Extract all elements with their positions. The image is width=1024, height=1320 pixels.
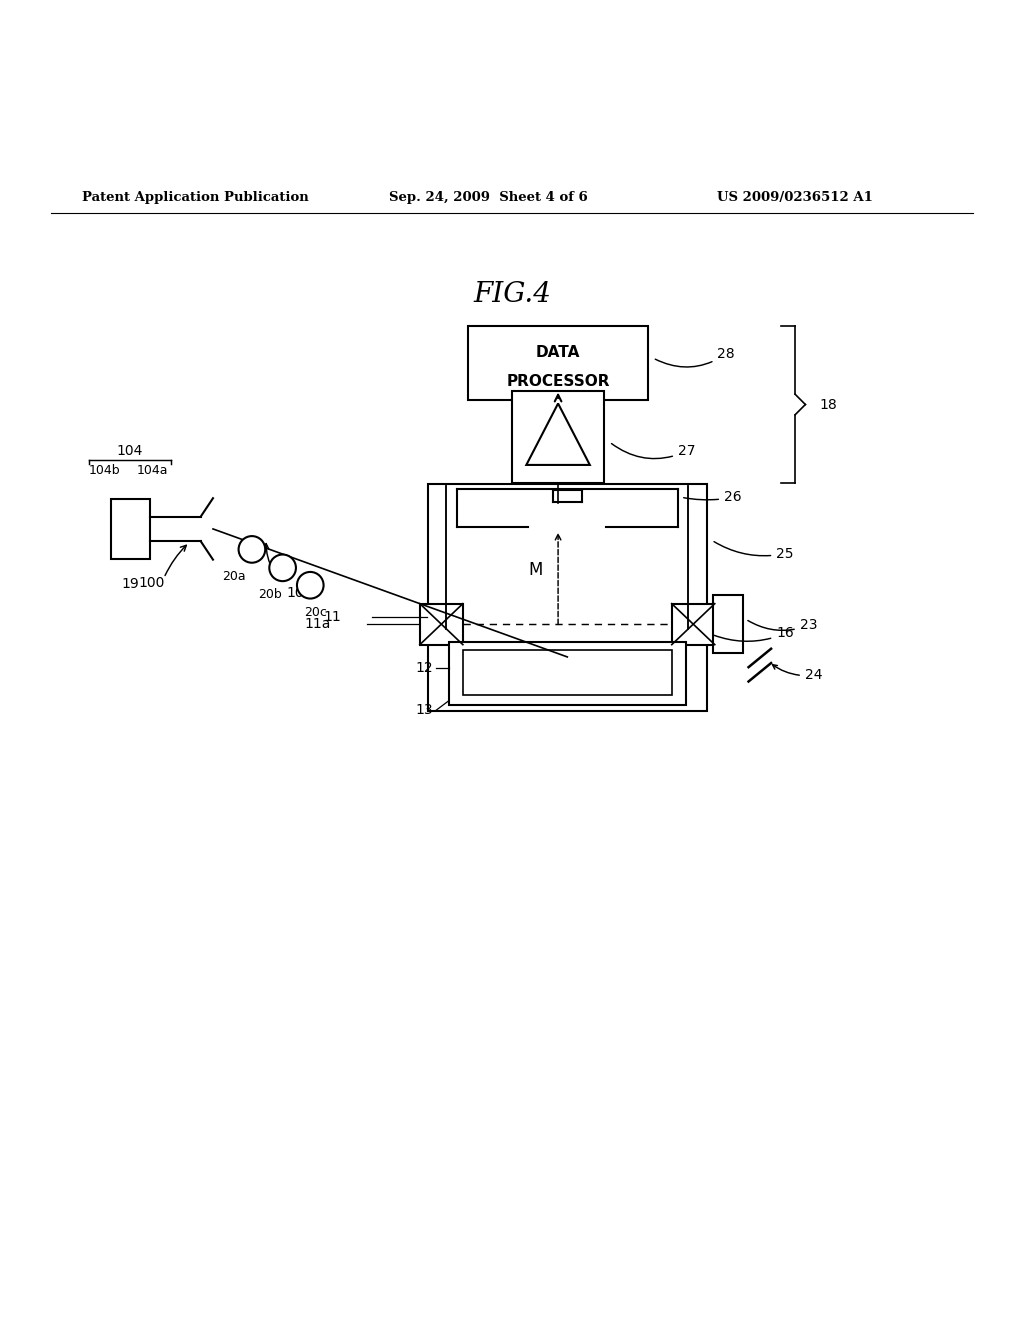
Text: US 2009/0236512 A1: US 2009/0236512 A1 (717, 191, 872, 205)
Text: FIG.4: FIG.4 (473, 281, 551, 308)
Text: 100: 100 (138, 577, 165, 590)
Text: 20b: 20b (258, 589, 283, 602)
Text: M: M (528, 561, 543, 579)
Text: 26: 26 (684, 490, 741, 504)
Text: Patent Application Publication: Patent Application Publication (82, 191, 308, 205)
Bar (713, 595, 743, 653)
Text: 102: 102 (287, 586, 313, 601)
Circle shape (297, 572, 324, 598)
Text: DATA: DATA (536, 346, 581, 360)
Circle shape (239, 536, 265, 562)
Bar (428, 484, 707, 711)
Text: Sep. 24, 2009  Sheet 4 of 6: Sep. 24, 2009 Sheet 4 of 6 (389, 191, 588, 205)
Bar (469, 326, 648, 400)
Text: 16: 16 (715, 627, 794, 642)
Text: 25: 25 (714, 541, 794, 561)
Text: 27: 27 (611, 444, 695, 458)
Bar (111, 499, 150, 558)
Bar (463, 649, 672, 694)
Bar (672, 603, 715, 644)
Text: 104: 104 (117, 445, 143, 458)
Bar (449, 642, 686, 705)
Text: 20a: 20a (221, 570, 246, 583)
Circle shape (269, 554, 296, 581)
Text: 28: 28 (655, 347, 735, 367)
Text: 24: 24 (772, 665, 822, 682)
Text: 11: 11 (324, 610, 341, 624)
Bar (420, 603, 463, 644)
Text: 104a: 104a (137, 463, 168, 477)
Text: 12: 12 (416, 661, 433, 676)
Text: 20c: 20c (304, 606, 327, 619)
Polygon shape (526, 404, 590, 465)
Text: 18: 18 (820, 397, 838, 412)
Bar (512, 391, 604, 483)
Text: PROCESSOR: PROCESSOR (506, 374, 610, 389)
Text: 13: 13 (416, 704, 433, 717)
Text: 23: 23 (748, 618, 817, 632)
Text: 11a: 11a (304, 618, 331, 631)
Text: 19: 19 (121, 577, 139, 591)
Text: 104b: 104b (89, 463, 120, 477)
